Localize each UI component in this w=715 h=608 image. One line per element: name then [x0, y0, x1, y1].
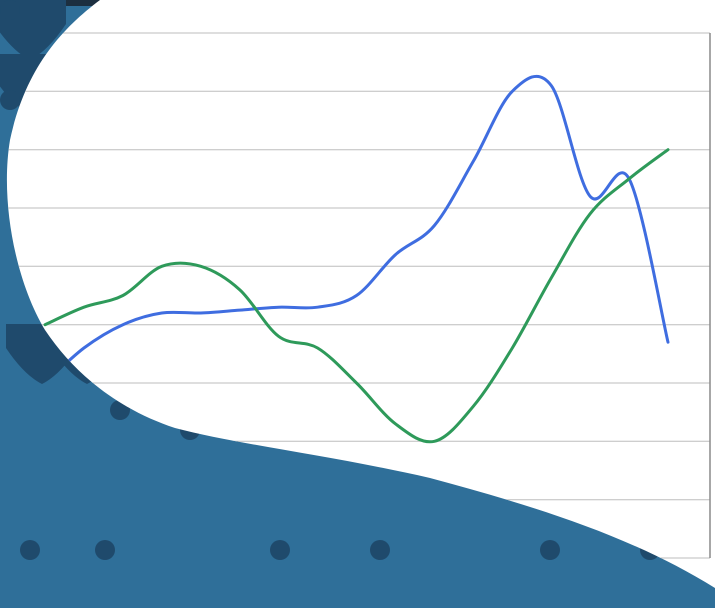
- figure-head: [270, 540, 290, 560]
- series-line-2: [43, 148, 670, 444]
- series-lines: [43, 74, 670, 444]
- figure-head: [540, 540, 560, 560]
- pattern-motif: [0, 0, 67, 61]
- figure-head: [0, 90, 20, 110]
- figure-head: [370, 540, 390, 560]
- series-line-1: [43, 74, 670, 385]
- figure-head: [20, 540, 40, 560]
- figure-head: [0, 0, 20, 20]
- figure-head: [95, 540, 115, 560]
